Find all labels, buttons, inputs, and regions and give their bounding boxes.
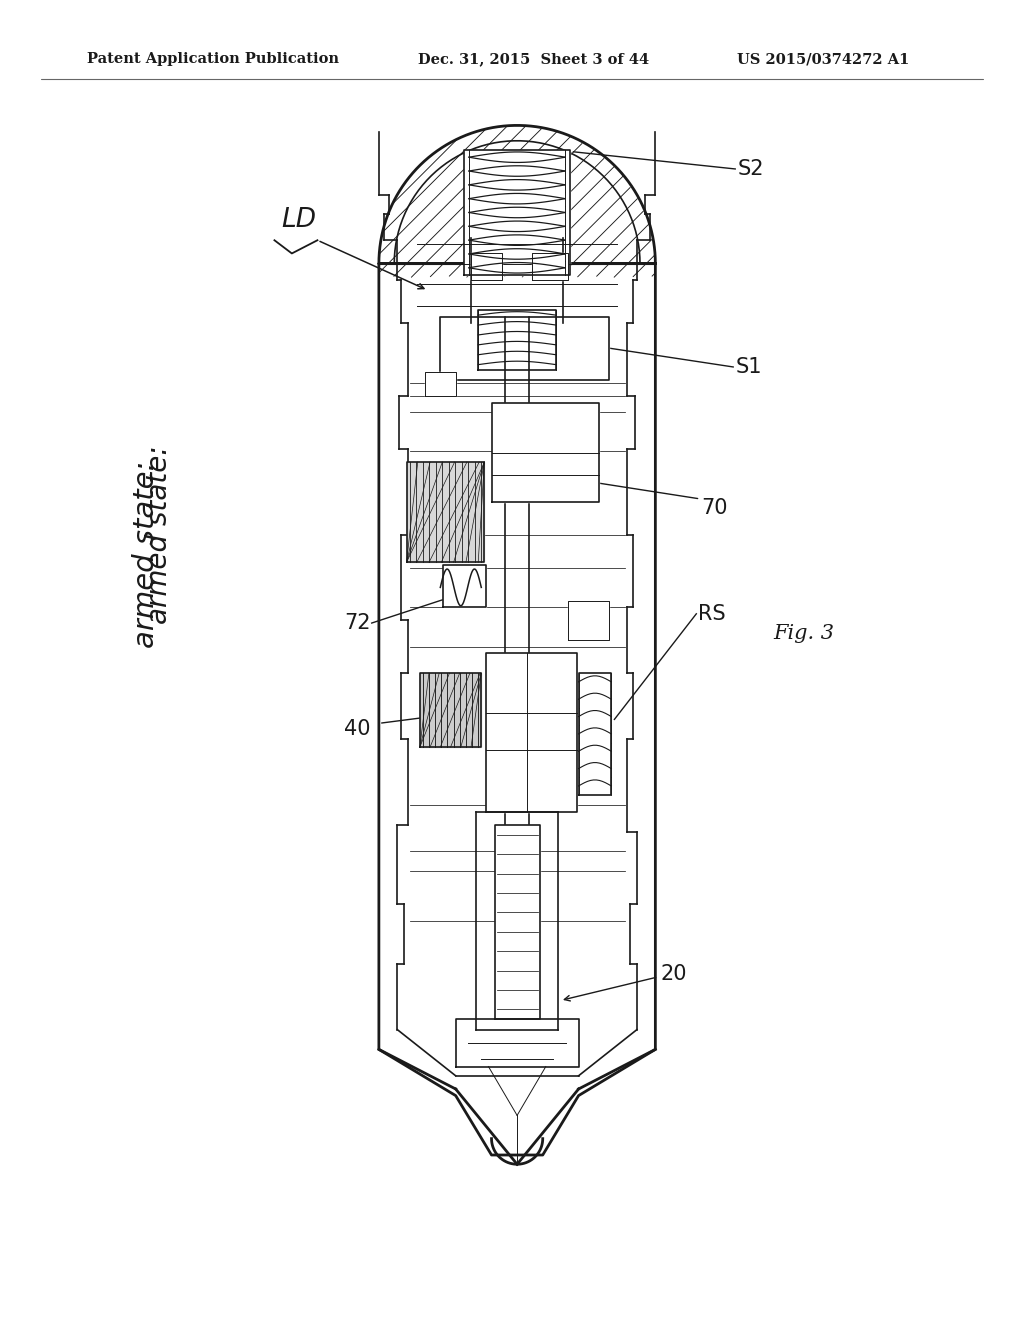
Polygon shape: [568, 601, 609, 640]
Polygon shape: [379, 125, 655, 1155]
Text: Patent Application Publication: Patent Application Publication: [87, 53, 339, 66]
Polygon shape: [478, 310, 556, 370]
Polygon shape: [532, 253, 568, 280]
Polygon shape: [486, 653, 577, 812]
Text: 40: 40: [344, 718, 371, 739]
Polygon shape: [492, 403, 599, 502]
Polygon shape: [476, 812, 558, 1030]
Text: LD: LD: [282, 207, 316, 234]
Text: RS: RS: [698, 603, 726, 624]
Text: 20: 20: [660, 964, 687, 985]
Polygon shape: [443, 565, 486, 607]
Polygon shape: [440, 317, 609, 380]
Polygon shape: [425, 372, 456, 396]
Polygon shape: [471, 253, 502, 280]
Text: 70: 70: [701, 498, 728, 519]
Polygon shape: [456, 1019, 579, 1067]
Text: armed state:: armed state:: [144, 445, 173, 624]
Polygon shape: [464, 150, 570, 275]
Polygon shape: [407, 462, 484, 562]
Text: S1: S1: [735, 356, 762, 378]
Polygon shape: [420, 673, 481, 747]
Text: US 2015/0374272 A1: US 2015/0374272 A1: [737, 53, 909, 66]
Text: Dec. 31, 2015  Sheet 3 of 44: Dec. 31, 2015 Sheet 3 of 44: [418, 53, 649, 66]
Polygon shape: [495, 825, 540, 1019]
Text: S2: S2: [737, 158, 764, 180]
Text: armed state:: armed state:: [132, 461, 161, 648]
Polygon shape: [579, 673, 611, 795]
Polygon shape: [505, 317, 529, 1016]
Text: 72: 72: [344, 612, 371, 634]
Text: Fig. 3: Fig. 3: [773, 624, 835, 643]
